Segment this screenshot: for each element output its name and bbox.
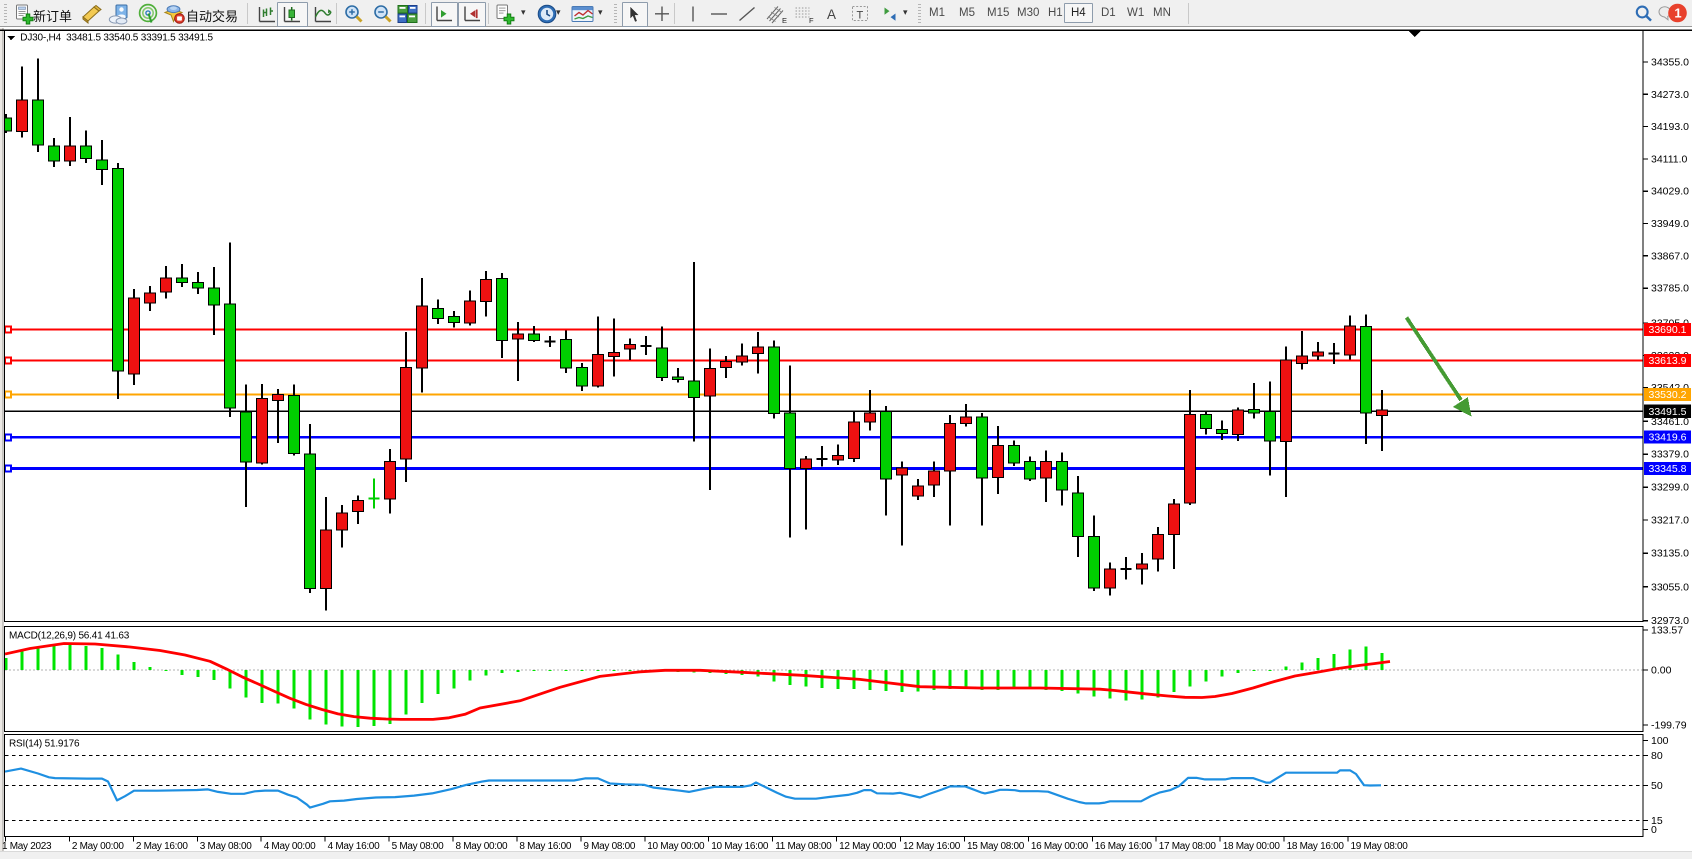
svg-text:T: T [857, 10, 864, 22]
svg-text:19 May 08:00: 19 May 08:00 [1351, 841, 1409, 852]
svg-text:34111.0: 34111.0 [1651, 153, 1688, 165]
svg-text:34193.0: 34193.0 [1651, 121, 1689, 133]
svg-text:33491.5: 33491.5 [1649, 406, 1687, 418]
svg-text:10 May 00:00: 10 May 00:00 [647, 841, 705, 852]
svg-text:16 May 00:00: 16 May 00:00 [1031, 841, 1089, 852]
svg-text:8 May 16:00: 8 May 16:00 [519, 841, 571, 852]
svg-text:33613.9: 33613.9 [1649, 355, 1687, 367]
svg-text:1: 1 [1674, 6, 1681, 21]
svg-text:34273.0: 34273.0 [1651, 89, 1689, 101]
svg-text:MACD(12,26,9) 56.41 41.63: MACD(12,26,9) 56.41 41.63 [9, 631, 130, 642]
svg-text:2 May 16:00: 2 May 16:00 [136, 841, 188, 852]
svg-text:16 May 16:00: 16 May 16:00 [1095, 841, 1153, 852]
svg-text:33299.0: 33299.0 [1651, 482, 1689, 494]
svg-text:8 May 00:00: 8 May 00:00 [456, 841, 508, 852]
svg-text:10 May 16:00: 10 May 16:00 [711, 841, 769, 852]
svg-text:0.00: 0.00 [1651, 665, 1672, 677]
svg-text:1 May 2023: 1 May 2023 [2, 841, 52, 852]
svg-text:15: 15 [1651, 815, 1663, 827]
svg-text:33785.0: 33785.0 [1651, 283, 1689, 295]
svg-text:33135.0: 33135.0 [1651, 548, 1689, 560]
svg-text:4 May 16:00: 4 May 16:00 [328, 841, 380, 852]
svg-text:-199.79: -199.79 [1651, 720, 1687, 732]
svg-text:33949.0: 33949.0 [1651, 218, 1689, 230]
svg-text:DJ30-,H4 33481.5 33540.5 3339: DJ30-,H4 33481.5 33540.5 33391.5 33491.5 [20, 33, 213, 44]
svg-text:12 May 00:00: 12 May 00:00 [839, 841, 897, 852]
svg-text:33690.1: 33690.1 [1649, 324, 1687, 336]
svg-text:A: A [827, 7, 836, 22]
svg-text:12 May 16:00: 12 May 16:00 [903, 841, 961, 852]
svg-text:3 May 08:00: 3 May 08:00 [200, 841, 252, 852]
svg-text:18 May 16:00: 18 May 16:00 [1287, 841, 1345, 852]
svg-text:33379.0: 33379.0 [1651, 449, 1689, 461]
svg-text:15 May 08:00: 15 May 08:00 [967, 841, 1025, 852]
svg-text:RSI(14) 51.9176: RSI(14) 51.9176 [9, 739, 80, 750]
svg-text:133.57: 133.57 [1651, 625, 1683, 637]
svg-text:100: 100 [1651, 735, 1669, 747]
svg-text:33419.6: 33419.6 [1649, 432, 1687, 444]
svg-text:E: E [782, 16, 787, 25]
svg-text:50: 50 [1651, 780, 1663, 792]
svg-text:33055.0: 33055.0 [1651, 581, 1689, 593]
svg-text:33530.2: 33530.2 [1649, 389, 1687, 401]
svg-text:33461.0: 33461.0 [1651, 416, 1689, 428]
svg-text:18 May 00:00: 18 May 00:00 [1223, 841, 1281, 852]
svg-text:9 May 08:00: 9 May 08:00 [583, 841, 635, 852]
svg-text:34029.0: 34029.0 [1651, 186, 1689, 198]
svg-text:2 May 00:00: 2 May 00:00 [72, 841, 124, 852]
svg-text:0: 0 [1651, 824, 1657, 836]
svg-text:32973.0: 32973.0 [1651, 615, 1689, 627]
svg-text:34355.0: 34355.0 [1651, 57, 1689, 69]
svg-text:33867.0: 33867.0 [1651, 250, 1689, 262]
svg-text:33345.8: 33345.8 [1649, 463, 1687, 475]
svg-text:11 May 08:00: 11 May 08:00 [775, 841, 832, 852]
svg-text:17 May 08:00: 17 May 08:00 [1159, 841, 1217, 852]
svg-text:80: 80 [1651, 750, 1663, 762]
svg-text:33217.0: 33217.0 [1651, 514, 1689, 526]
svg-text:F: F [809, 16, 814, 25]
svg-text:5 May 08:00: 5 May 08:00 [392, 841, 444, 852]
svg-text:4 May 00:00: 4 May 00:00 [264, 841, 316, 852]
